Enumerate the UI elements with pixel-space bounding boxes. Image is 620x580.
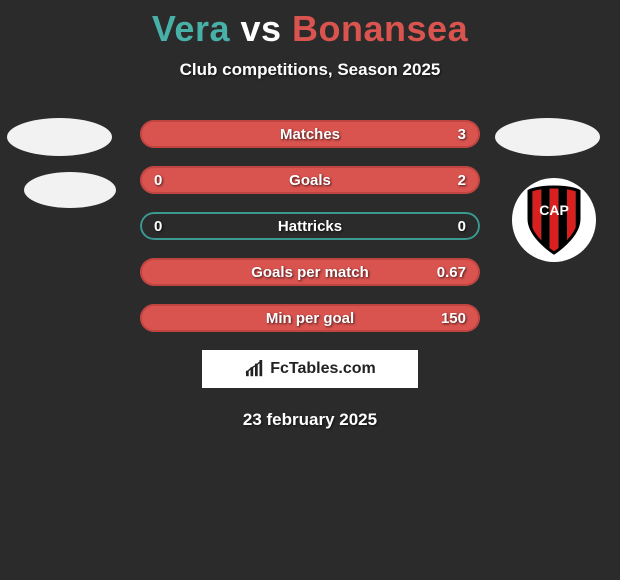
stat-value-right: 2: [436, 172, 466, 189]
player2-name: Bonansea: [292, 8, 468, 49]
stat-label: Goals per match: [251, 264, 369, 281]
stat-value-right: 0: [436, 218, 466, 235]
player2-avatar-placeholder: [495, 118, 600, 156]
patronato-shield-icon: CAP: [524, 185, 584, 255]
bar-chart-icon: [244, 360, 266, 378]
subtitle: Club competitions, Season 2025: [0, 60, 620, 80]
stat-label: Min per goal: [266, 310, 354, 327]
stat-label: Hattricks: [278, 218, 342, 235]
stat-row: Min per goal 150: [140, 304, 480, 332]
player1-avatar-placeholder: [7, 118, 112, 156]
stat-value-right: 3: [436, 126, 466, 143]
stat-row: 0 Hattricks 0: [140, 212, 480, 240]
player1-avatar-placeholder-2: [24, 172, 116, 208]
stat-row: Goals per match 0.67: [140, 258, 480, 286]
stat-row: 0 Goals 2: [140, 166, 480, 194]
comparison-card: Vera vs Bonansea Club competitions, Seas…: [0, 0, 620, 430]
comparison-date: 23 february 2025: [0, 410, 620, 430]
stat-label: Goals: [289, 172, 331, 189]
stat-value-left: 0: [154, 172, 184, 189]
branding-text: FcTables.com: [270, 360, 376, 378]
branding-box: FcTables.com: [202, 350, 418, 388]
stat-label: Matches: [280, 126, 340, 143]
player2-club-badge: CAP: [512, 178, 596, 262]
page-title: Vera vs Bonansea: [0, 8, 620, 50]
stat-row: Matches 3: [140, 120, 480, 148]
title-vs: vs: [240, 8, 281, 49]
stats-list: Matches 3 0 Goals 2 0 Hattricks 0 Goals per matc…: [140, 120, 480, 332]
badge-text: CAP: [539, 202, 569, 218]
player1-name: Vera: [152, 8, 230, 49]
stat-value-right: 0.67: [436, 264, 466, 281]
stat-value-right: 150: [436, 310, 466, 327]
stat-value-left: 0: [154, 218, 184, 235]
